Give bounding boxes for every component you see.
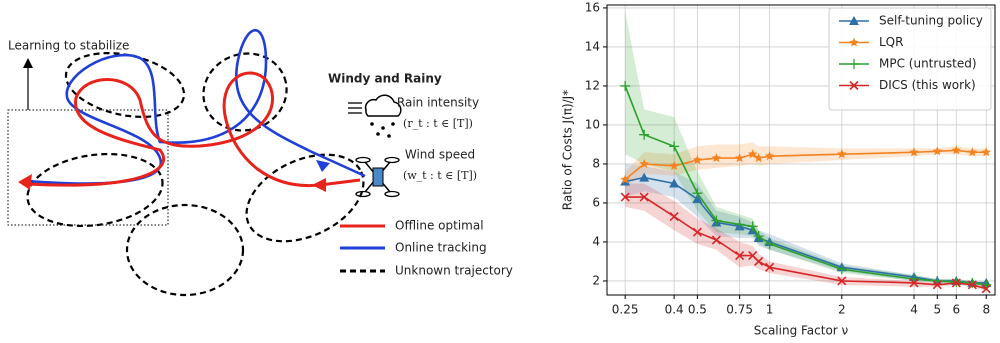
x-tick-label: 0.25 (612, 303, 639, 317)
y-tick-label: 2 (592, 273, 600, 287)
marker (747, 149, 758, 159)
marker (753, 153, 764, 163)
marker (754, 256, 764, 267)
legend-label: Offline optimal (395, 219, 484, 233)
marker (764, 238, 775, 249)
online-tracking (27, 29, 366, 185)
arrow-head (312, 178, 326, 192)
arrow-head (316, 160, 330, 172)
x-tick-label: 0.5 (688, 303, 707, 317)
x-axis-label: Scaling Factor ν (754, 324, 849, 338)
legend-label: Online tracking (395, 241, 487, 255)
marker (765, 262, 775, 272)
marker (836, 264, 847, 275)
confidence-band (625, 142, 987, 188)
marker (909, 147, 919, 157)
wind-lines (348, 102, 362, 114)
arrow-head (18, 174, 32, 190)
y-tick-label: 6 (592, 195, 600, 209)
marker (753, 231, 764, 242)
marker (692, 155, 703, 165)
legend-label: DICS (this work) (879, 78, 976, 92)
marker (735, 251, 745, 261)
marker (692, 188, 703, 199)
marker (734, 153, 745, 163)
x-tick-label: 0.4 (665, 303, 684, 317)
marker (951, 278, 961, 288)
x-tick-label: 1 (766, 303, 774, 317)
marker (639, 192, 649, 202)
x-tick-label: 2 (838, 303, 846, 317)
marker (967, 280, 977, 290)
plot-frame (606, 4, 996, 296)
marker (981, 284, 991, 294)
marker (692, 227, 702, 237)
offline-optimal (27, 71, 361, 188)
diagram: Learning to stabilize Windy and Rainy Ra… (7, 29, 513, 297)
wind-label: Wind speed (405, 148, 475, 162)
legend-label: Unknown trajectory (395, 264, 513, 278)
marker (747, 221, 758, 232)
plot-area (620, 11, 992, 294)
marker (951, 145, 962, 155)
x-tick-label: 5 (933, 303, 941, 317)
marker (639, 129, 650, 140)
legend-label: MPC (untrusted) (879, 57, 977, 71)
marker (967, 277, 978, 288)
marker (669, 141, 680, 152)
y-tick-label: 10 (585, 117, 600, 131)
marker (639, 172, 650, 182)
marker (837, 276, 847, 286)
legend-marker (849, 80, 859, 91)
box-label: Learning to stabilize (8, 39, 129, 53)
weather-title: Windy and Rainy (328, 72, 442, 86)
marker (669, 178, 680, 188)
rain-drops (370, 122, 395, 138)
legend-marker (849, 59, 859, 69)
x-tick-label: 0.75 (726, 303, 753, 317)
marker (909, 278, 919, 288)
marker (620, 174, 630, 184)
marker (932, 280, 942, 290)
x-tick-label: 8 (982, 303, 990, 317)
confidence-band (625, 163, 987, 285)
legend-marker (849, 37, 859, 47)
y-tick-label: 12 (585, 78, 600, 92)
drone-icon (355, 156, 400, 198)
marker (837, 149, 847, 159)
marker (711, 153, 722, 163)
marker (669, 160, 679, 170)
y-tick-label: 4 (592, 234, 600, 248)
y-tick-label: 8 (592, 156, 600, 170)
marker (620, 192, 630, 202)
marker (967, 147, 978, 157)
marker (669, 212, 679, 222)
legend-label: LQR (879, 35, 903, 49)
marker (932, 146, 943, 156)
x-tick-label: 6 (952, 303, 960, 317)
rain-formula: (r_t : t ∈ [T]) (403, 117, 473, 130)
legend-marker (849, 16, 859, 25)
rain-label: Rain intensity (397, 96, 479, 110)
legend-label: Self-tuning policy (879, 14, 983, 28)
legend-box (828, 7, 992, 111)
cloud-icon (364, 94, 402, 117)
marker (639, 158, 649, 168)
marker (620, 80, 631, 91)
marker (764, 151, 775, 161)
marker (711, 235, 721, 245)
arrow-head (23, 58, 33, 68)
x-tick-label: 4 (910, 303, 918, 317)
wind-formula: (w_t : t ∈ [T]) (403, 169, 477, 182)
marker (711, 215, 722, 226)
y-tick-label: 14 (585, 39, 600, 53)
marker (734, 219, 745, 230)
marker (692, 194, 703, 204)
marker (981, 147, 992, 157)
confidence-band (625, 183, 987, 291)
y-tick-label: 16 (585, 0, 600, 14)
y-axis-label: Ratio of Costs J(π)/J* (561, 90, 575, 210)
